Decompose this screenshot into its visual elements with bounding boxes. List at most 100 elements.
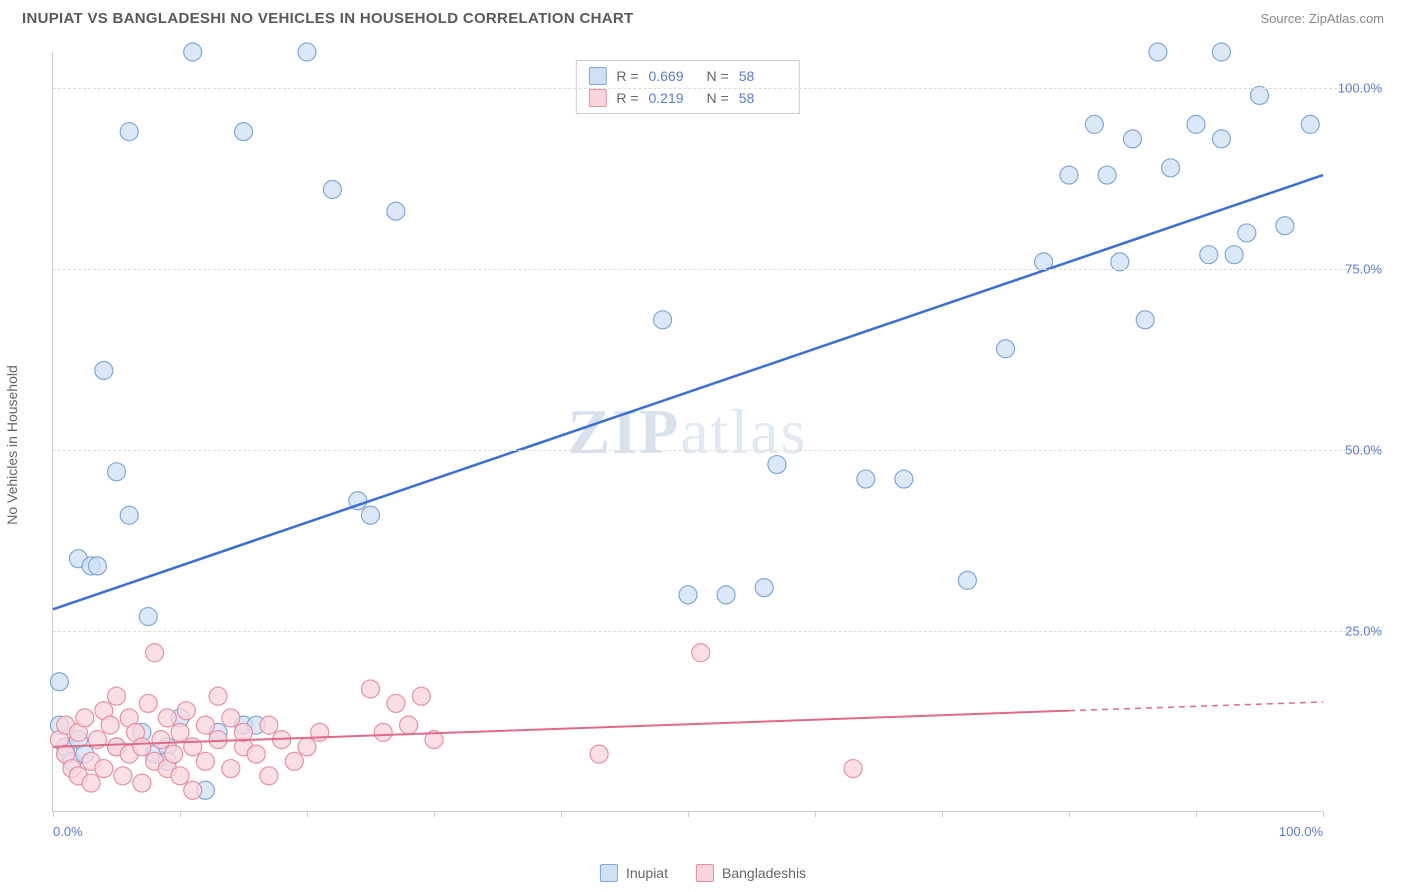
data-point [120, 506, 138, 524]
data-point [114, 767, 132, 785]
scatter-layer [53, 52, 1322, 811]
r-label: R = [616, 68, 638, 84]
data-point [1187, 115, 1205, 133]
data-point [196, 716, 214, 734]
data-point [120, 123, 138, 141]
data-point [95, 361, 113, 379]
data-point [412, 687, 430, 705]
data-point [1212, 43, 1230, 61]
data-point [374, 723, 392, 741]
data-point [209, 731, 227, 749]
source-label: Source: ZipAtlas.com [1260, 11, 1384, 26]
x-tick [1196, 811, 1197, 817]
data-point [177, 702, 195, 720]
data-point [50, 673, 68, 691]
legend-row: R = 0.219 N = 58 [588, 87, 786, 109]
data-point [844, 760, 862, 778]
data-point [285, 752, 303, 770]
data-point [1060, 166, 1078, 184]
y-tick-label: 50.0% [1345, 443, 1382, 458]
data-point [76, 709, 94, 727]
data-point [298, 43, 316, 61]
n-value: 58 [739, 68, 787, 84]
x-tick [1069, 811, 1070, 817]
data-point [1149, 43, 1167, 61]
data-point [184, 43, 202, 61]
data-point [171, 723, 189, 741]
data-point [311, 723, 329, 741]
data-point [108, 687, 126, 705]
data-point [209, 687, 227, 705]
data-point [590, 745, 608, 763]
data-point [323, 181, 341, 199]
x-tick [688, 811, 689, 817]
data-point [222, 709, 240, 727]
y-tick-label: 25.0% [1345, 624, 1382, 639]
gridline [53, 269, 1382, 270]
gridline [53, 631, 1382, 632]
data-point [1238, 224, 1256, 242]
data-point [1085, 115, 1103, 133]
data-point [139, 694, 157, 712]
data-point [1212, 130, 1230, 148]
data-point [895, 470, 913, 488]
data-point [387, 202, 405, 220]
x-tick-label: 100.0% [1279, 824, 1323, 839]
x-tick [180, 811, 181, 817]
legend-item: Inupiat [600, 864, 668, 882]
x-tick [942, 811, 943, 817]
trend-line-extension [1069, 702, 1323, 711]
legend-swatch [600, 864, 618, 882]
chart-container: No Vehicles in Household ZIPatlas R = 0.… [22, 40, 1384, 850]
data-point [101, 716, 119, 734]
data-point [139, 608, 157, 626]
data-point [679, 586, 697, 604]
data-point [958, 571, 976, 589]
gridline [53, 450, 1382, 451]
data-point [857, 470, 875, 488]
data-point [184, 781, 202, 799]
data-point [152, 731, 170, 749]
r-value: 0.219 [649, 90, 697, 106]
x-tick [1323, 811, 1324, 817]
legend-label: Inupiat [626, 865, 668, 881]
data-point [235, 123, 253, 141]
data-point [298, 738, 316, 756]
data-point [95, 760, 113, 778]
data-point [1200, 246, 1218, 264]
data-point [171, 767, 189, 785]
data-point [158, 709, 176, 727]
chart-title: INUPIAT VS BANGLADESHI NO VEHICLES IN HO… [22, 10, 633, 27]
data-point [260, 767, 278, 785]
data-point [260, 716, 278, 734]
data-point [146, 644, 164, 662]
x-tick [53, 811, 54, 817]
data-point [1225, 246, 1243, 264]
data-point [196, 752, 214, 770]
y-tick-label: 75.0% [1345, 262, 1382, 277]
data-point [692, 644, 710, 662]
legend-row: R = 0.669 N = 58 [588, 65, 786, 87]
x-tick [307, 811, 308, 817]
r-label: R = [616, 90, 638, 106]
data-point [247, 745, 265, 763]
legend-swatch [588, 67, 606, 85]
x-tick [815, 811, 816, 817]
legend-swatch [696, 864, 714, 882]
data-point [654, 311, 672, 329]
data-point [1276, 217, 1294, 235]
data-point [768, 456, 786, 474]
y-tick-label: 100.0% [1338, 81, 1382, 96]
data-point [387, 694, 405, 712]
data-point [755, 579, 773, 597]
n-label: N = [707, 90, 729, 106]
legend-swatch [588, 89, 606, 107]
plot-area: ZIPatlas R = 0.669 N = 58 R = 0.219 N = … [52, 52, 1322, 812]
data-point [108, 463, 126, 481]
data-point [1162, 159, 1180, 177]
data-point [997, 340, 1015, 358]
data-point [133, 774, 151, 792]
n-value: 58 [739, 90, 787, 106]
gridline [53, 88, 1382, 89]
trend-line [53, 175, 1323, 609]
